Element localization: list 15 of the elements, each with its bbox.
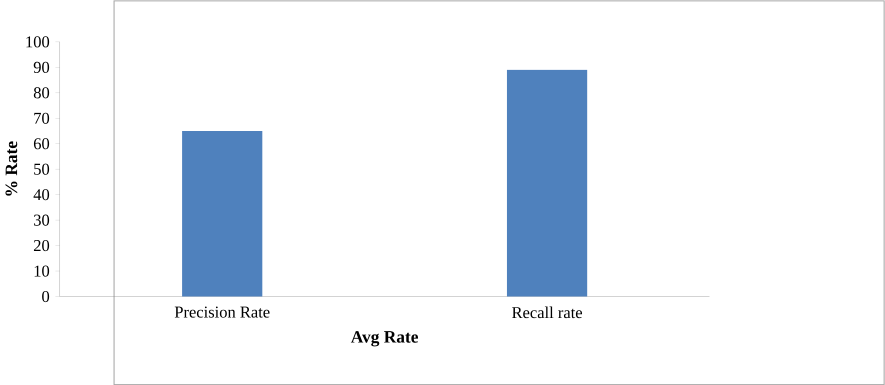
x-tick-label: Recall rate — [512, 306, 582, 318]
y-tick-label: 60 — [34, 138, 50, 150]
y-tick-label: 20 — [34, 240, 50, 251]
y-tick-label: 10 — [34, 265, 50, 276]
y-tick-label: 70 — [34, 112, 50, 124]
y-tick-label: 30 — [34, 214, 50, 226]
y-tick-label: 100 — [26, 36, 50, 48]
y-tick-label: 90 — [34, 62, 50, 73]
y-tick-label: 40 — [34, 188, 50, 200]
y-tick-label: 50 — [34, 163, 50, 175]
y-tick-label: 80 — [34, 86, 50, 98]
x-axis-title: Avg Rate — [350, 330, 418, 346]
y-axis-title: % Rate — [6, 141, 18, 196]
x-tick-label: Precision Rate — [174, 306, 270, 318]
y-tick-label: 0 — [42, 290, 50, 302]
